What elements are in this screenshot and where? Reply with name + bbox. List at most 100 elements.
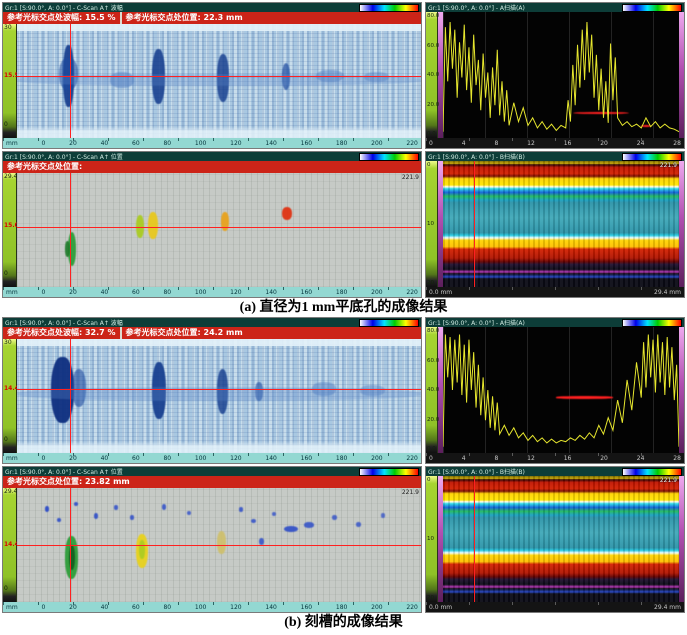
tick-label: 160 bbox=[300, 289, 313, 296]
indication-blob bbox=[17, 74, 421, 86]
tick-label: 28 bbox=[673, 455, 681, 462]
readout-filler bbox=[246, 327, 421, 339]
vertical-cursor[interactable] bbox=[473, 476, 475, 602]
indication-blob bbox=[255, 382, 264, 401]
readout-divider bbox=[119, 12, 122, 24]
vertical-cursor[interactable] bbox=[69, 24, 71, 138]
indication-blob bbox=[221, 211, 230, 232]
amplitude-colorbar[interactable] bbox=[622, 467, 682, 476]
bscan-texture bbox=[443, 161, 679, 287]
tick-label: 8 bbox=[494, 140, 499, 147]
tick-label: 180 bbox=[335, 604, 348, 611]
tick-label: 20 bbox=[69, 455, 77, 462]
panel-title: Gr:1 [S:90.0°, A: 0.0°] - C-Scan A↑ 位置 bbox=[5, 469, 123, 476]
tick-label: 140 bbox=[265, 140, 277, 147]
cscan-amplitude-panel-b: Gr:1 [S:90.0°, A: 0.0°] - C-Scan A↑ 波幅 参… bbox=[2, 317, 422, 464]
tick-label: 80 bbox=[163, 455, 172, 462]
horizontal-cursor[interactable] bbox=[17, 389, 421, 391]
ascan-panel-a: Gr:1 [S:90.0°, A: 0.0°] - A扫描(A) 80.0 60.… bbox=[425, 2, 685, 149]
tick-label: 180 bbox=[335, 140, 348, 147]
section-b: Gr:1 [S:90.0°, A: 0.0°] - C-Scan A↑ 波幅 参… bbox=[2, 317, 685, 631]
scale-max-label: 221.9 bbox=[401, 174, 419, 181]
bscan-view[interactable]: 221.9 bbox=[443, 476, 679, 602]
tick-label: mm bbox=[6, 455, 18, 462]
cursor-ruler-label: 14.4 bbox=[4, 540, 19, 548]
tick-label: 0 bbox=[41, 140, 46, 147]
gate-strip-left bbox=[438, 161, 443, 287]
gate-strip-right bbox=[679, 161, 684, 287]
horizontal-cursor[interactable] bbox=[17, 226, 421, 228]
tick-label: 20 bbox=[69, 289, 77, 296]
panel-title: Gr:1 [S:90.0°, A: 0.0°] - C-Scan A↑ 位置 bbox=[5, 154, 123, 161]
indication-blob bbox=[259, 538, 265, 545]
cursor-ruler-label: 15.0 bbox=[4, 222, 19, 230]
tick-label: 140 bbox=[265, 289, 277, 296]
position-colorbar[interactable] bbox=[359, 467, 419, 476]
indication-blob bbox=[239, 507, 244, 512]
tick-label: 160 bbox=[300, 604, 313, 611]
tick-label: 24 bbox=[636, 455, 645, 462]
tick-label: 160 bbox=[300, 140, 313, 147]
tick-label: 60 bbox=[132, 455, 140, 462]
horizontal-cursor[interactable] bbox=[17, 545, 421, 546]
amplitude-colorbar[interactable] bbox=[359, 318, 419, 327]
indication-blob bbox=[281, 207, 293, 220]
indication-blob bbox=[216, 368, 229, 415]
cscan-position-view[interactable]: 221.9 bbox=[17, 173, 421, 287]
amplitude-axis-ruler: 80.0 60.0 40.0 20.0 0.0 bbox=[426, 327, 439, 453]
tick-label: 200 bbox=[371, 140, 383, 147]
tick-label: 100 bbox=[194, 455, 207, 462]
tick-label: 16 bbox=[563, 455, 572, 462]
cursor-position-readout: 参考光标交点处位置: bbox=[3, 161, 87, 173]
gate-strip-left bbox=[438, 476, 443, 602]
position-colorbar[interactable] bbox=[359, 152, 419, 161]
tick-label: 120 bbox=[230, 140, 242, 147]
cursor-position-readout: 参考光标交点处位置: 22.3 mm bbox=[121, 12, 247, 24]
tick-label: 60 bbox=[132, 604, 140, 611]
gate-strip-right bbox=[679, 12, 684, 138]
section-a: Gr:1 [S:90.0°, A: 0.0°] - C-Scan A↑ 波幅 参… bbox=[2, 2, 685, 316]
vertical-cursor[interactable] bbox=[69, 173, 71, 287]
index-axis-ruler: 29.4 14.4 0 bbox=[3, 488, 19, 602]
vertical-cursor[interactable] bbox=[69, 339, 71, 453]
vertical-cursor[interactable] bbox=[473, 161, 475, 287]
vertical-cursor[interactable] bbox=[69, 488, 71, 602]
tick-label: 120 bbox=[230, 289, 242, 296]
cscan-amplitude-view[interactable] bbox=[17, 339, 421, 453]
tick-label: 220 bbox=[406, 289, 418, 296]
indication-blob bbox=[67, 232, 77, 267]
tick-label: 20.0 bbox=[427, 101, 440, 108]
tick-label: 24 bbox=[636, 140, 645, 147]
ascan-view[interactable] bbox=[443, 327, 679, 453]
tick-label: 12 bbox=[527, 455, 535, 462]
cscan-position-view[interactable]: 221.9 bbox=[17, 488, 421, 602]
indication-blob bbox=[283, 525, 298, 533]
indication-blob bbox=[51, 357, 74, 424]
tick-label: 100 bbox=[194, 289, 207, 296]
amplitude-colorbar[interactable] bbox=[359, 3, 419, 12]
panel-title: Gr:1 [S:90.0°, A: 0.0°] - A扫描(A) bbox=[428, 5, 525, 12]
cscan-position-panel-a: Gr:1 [S:90.0°, A: 0.0°] - C-Scan A↑ 位置 参… bbox=[2, 151, 422, 298]
ascan-view[interactable] bbox=[443, 12, 679, 138]
indication-blob bbox=[148, 211, 158, 240]
readout-filler bbox=[246, 12, 421, 24]
amplitude-colorbar[interactable] bbox=[622, 152, 682, 161]
amplitude-colorbar[interactable] bbox=[622, 318, 682, 327]
tick-label: 0 bbox=[429, 140, 433, 147]
tick-label: 29.4 mm bbox=[654, 604, 681, 611]
tick-label: 120 bbox=[230, 455, 242, 462]
bscan-view[interactable]: 221.9 bbox=[443, 161, 679, 287]
panel-titlebar: Gr:1 [S:90.0°, A: 0.0°] - C-Scan A↑ 位置 bbox=[3, 152, 421, 161]
panel-titlebar: Gr:1 [S:90.0°, A: 0.0°] - B扫描(B) bbox=[426, 467, 684, 476]
panel-title: Gr:1 [S:90.0°, A: 0.0°] - A扫描(A) bbox=[428, 320, 525, 327]
horizontal-cursor[interactable] bbox=[17, 76, 421, 78]
indication-blob bbox=[216, 53, 230, 102]
amplitude-colorbar[interactable] bbox=[622, 3, 682, 12]
cscan-amplitude-view[interactable] bbox=[17, 24, 421, 138]
tick-label: 40 bbox=[100, 140, 109, 147]
indication-blob bbox=[315, 69, 345, 83]
tick-label: 100 bbox=[194, 140, 207, 147]
tick-label: 140 bbox=[265, 455, 277, 462]
scan-axis-ruler: mm 0 20 40 60 80 100 120 140 160 180 200 220 bbox=[3, 602, 421, 612]
indication-blob bbox=[71, 368, 86, 408]
